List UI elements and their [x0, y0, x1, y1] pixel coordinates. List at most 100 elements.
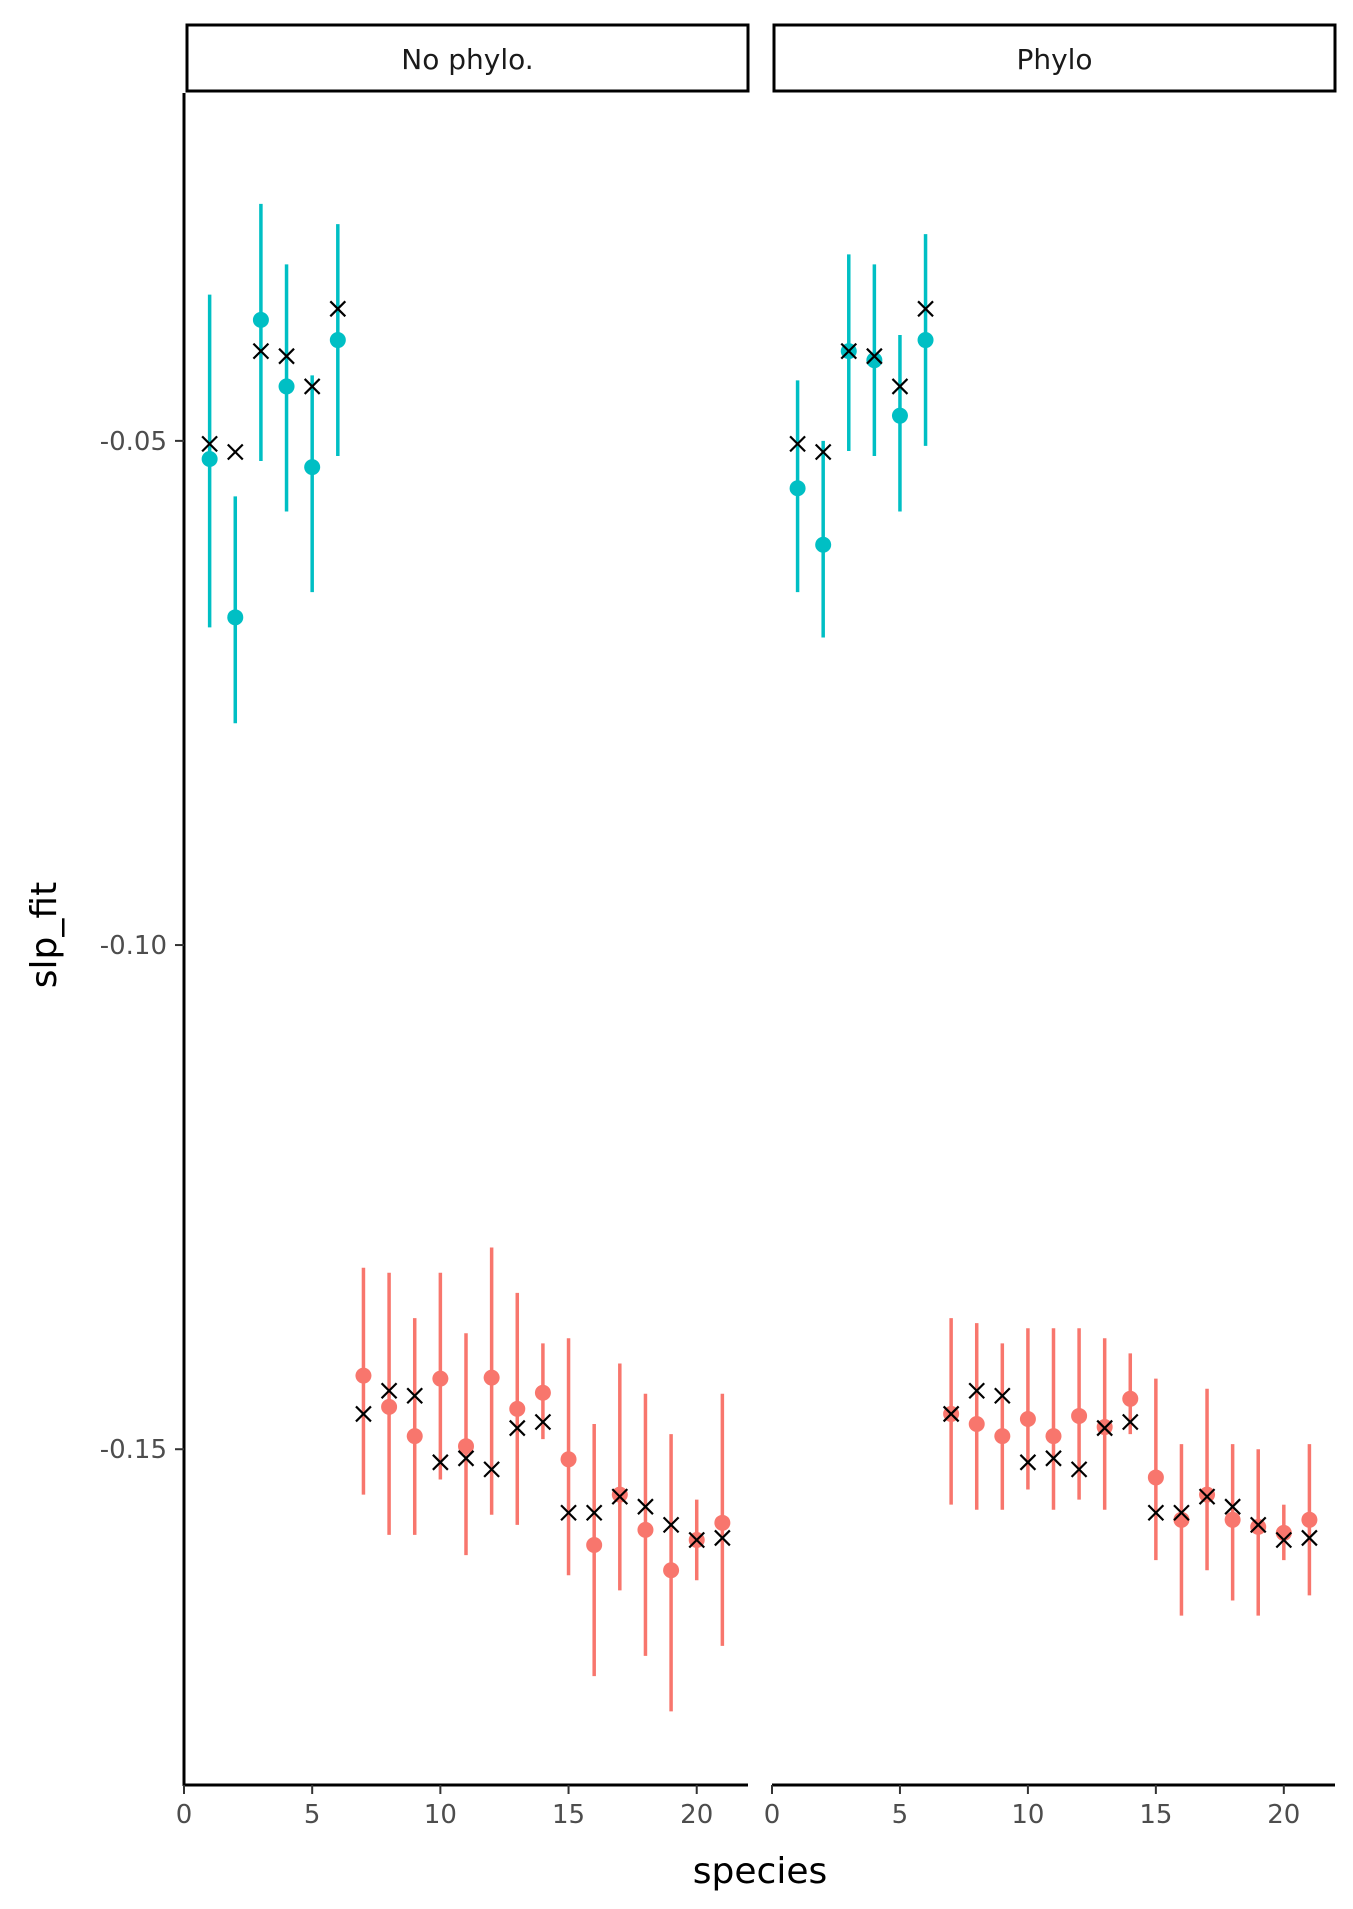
x-tick-label: 15: [1139, 1800, 1172, 1830]
x-axis-title: species: [693, 1851, 827, 1892]
true-value-stroke: [457, 1450, 475, 1467]
true-value-marker: [662, 1516, 680, 1534]
fit-point: [381, 1398, 398, 1415]
true-value-stroke: [1275, 1531, 1293, 1549]
true-value-marker: [1045, 1450, 1062, 1467]
strip-label-no-phylo: No phylo.: [401, 43, 533, 76]
true-value-stroke: [560, 1504, 577, 1522]
true-value-stroke: [585, 1504, 603, 1522]
true-value-stroke: [380, 1382, 398, 1400]
true-value-marker: [1147, 1504, 1165, 1522]
fit-point: [994, 1428, 1011, 1445]
true-value-marker: [406, 1387, 424, 1405]
panel-phylo: Phylo 0 5 10 15 20: [764, 23, 1337, 1830]
y-tick-label: -0.15: [100, 1435, 167, 1465]
true-value-marker: [329, 300, 347, 318]
true-value-stroke: [994, 1387, 1011, 1405]
true-value-stroke: [840, 342, 858, 360]
fit-point: [483, 1369, 500, 1386]
fit-point: [1250, 1518, 1267, 1535]
true-value-marker: [611, 1488, 629, 1505]
panel-no-phylo-marks: [201, 203, 731, 1712]
true-value-marker: [688, 1531, 706, 1549]
y-tick-label: -0.05: [100, 427, 167, 457]
true-value-marker: [840, 342, 858, 360]
fit-point: [560, 1451, 577, 1468]
true-value-marker: [1301, 1529, 1318, 1547]
x-tick-label: 0: [764, 1800, 781, 1830]
x-tick-label: 5: [892, 1800, 909, 1830]
true-value-stroke: [303, 378, 321, 395]
true-value-stroke: [1070, 1461, 1088, 1478]
x-axis-ticks-phylo: 0 5 10 15 20: [764, 1785, 1300, 1830]
fit-point: [432, 1370, 449, 1387]
true-value-marker: [1249, 1516, 1267, 1534]
true-value-marker: [483, 1461, 500, 1478]
panel-phylo-marks: [789, 234, 1318, 1616]
fit-point: [1199, 1486, 1216, 1503]
true-value-marker: [380, 1382, 398, 1400]
true-value-marker: [560, 1504, 577, 1522]
true-value-marker: [1121, 1413, 1139, 1431]
true-value-stroke: [1301, 1529, 1318, 1547]
fit-point: [1019, 1410, 1036, 1427]
x-tick-label: 10: [1011, 1800, 1044, 1830]
y-axis-ticks: -0.05 -0.10 -0.15: [100, 427, 184, 1465]
fit-point: [201, 451, 218, 468]
true-value-stroke: [789, 435, 806, 453]
true-value-stroke: [252, 342, 270, 360]
true-value-marker: [201, 435, 218, 453]
true-value-stroke: [917, 300, 934, 318]
fit-point: [917, 332, 934, 349]
true-value-marker: [252, 342, 270, 360]
fit-point: [534, 1384, 551, 1401]
true-value-stroke: [814, 443, 832, 461]
fit-point: [458, 1438, 474, 1455]
true-value-marker: [303, 378, 321, 395]
true-value-marker: [1198, 1488, 1216, 1505]
true-value-marker: [508, 1419, 526, 1437]
true-value-stroke: [1121, 1413, 1139, 1431]
true-value-stroke: [406, 1387, 424, 1405]
fit-point: [1122, 1390, 1139, 1407]
fit-point: [1301, 1511, 1318, 1528]
x-tick-label: 5: [304, 1800, 321, 1830]
fit-point: [815, 536, 832, 553]
true-value-marker: [714, 1529, 731, 1547]
true-value-marker: [891, 378, 909, 395]
true-value-marker: [637, 1498, 654, 1515]
true-value-stroke: [278, 347, 295, 365]
true-value-marker: [278, 347, 295, 365]
x-tick-label: 10: [424, 1800, 457, 1830]
fit-point: [968, 1416, 985, 1433]
true-value-stroke: [637, 1498, 654, 1515]
true-value-stroke: [1045, 1450, 1062, 1467]
fit-point: [789, 480, 806, 497]
true-value-stroke: [942, 1405, 960, 1423]
true-value-stroke: [201, 435, 218, 453]
true-value-marker: [1224, 1498, 1241, 1515]
true-value-stroke: [1249, 1516, 1267, 1534]
true-value-stroke: [611, 1488, 629, 1505]
true-value-marker: [355, 1405, 372, 1423]
true-value-stroke: [968, 1382, 986, 1400]
true-value-stroke: [1173, 1504, 1190, 1522]
y-tick-label: -0.10: [100, 931, 167, 961]
true-value-stroke: [662, 1516, 680, 1534]
true-value-stroke: [1019, 1454, 1037, 1471]
true-value-marker: [1275, 1531, 1293, 1549]
fit-point: [329, 332, 346, 349]
x-axis-ticks-no-phylo: 0 5 10 15 20: [176, 1785, 713, 1830]
true-value-marker: [585, 1504, 603, 1522]
true-value-stroke: [226, 443, 244, 461]
x-tick-label: 20: [680, 1800, 713, 1830]
true-value-stroke: [483, 1461, 500, 1478]
true-value-marker: [814, 443, 832, 461]
y-axis-title: slp_fit: [24, 882, 65, 988]
fit-point: [1045, 1428, 1062, 1445]
true-value-marker: [866, 347, 883, 365]
true-value-stroke: [1147, 1504, 1165, 1522]
true-value-marker: [994, 1387, 1011, 1405]
